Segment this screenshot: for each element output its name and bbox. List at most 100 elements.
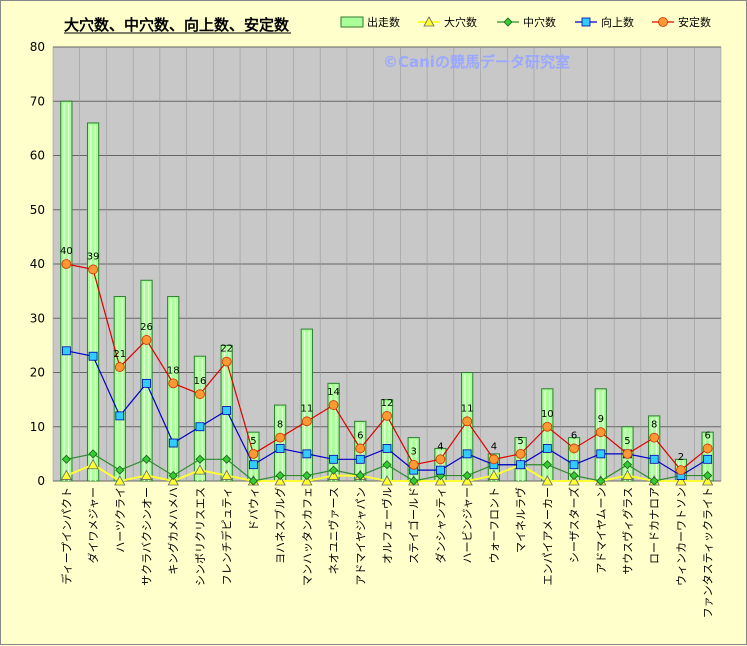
marker-triangle	[381, 475, 393, 486]
marker-square	[168, 438, 178, 448]
x-tick-label: ハービンジャー	[461, 487, 474, 563]
marker-triangle	[114, 475, 126, 486]
legend-item: 大穴数	[418, 15, 477, 29]
legend-label: 中穴数	[523, 15, 556, 29]
marker-triangle	[274, 475, 286, 486]
marker-diamond	[248, 476, 258, 486]
marker-square	[275, 444, 285, 453]
x-tick-label: サウスヴィグラス	[620, 487, 634, 575]
marker-diamond	[88, 449, 98, 459]
marker-circle	[658, 17, 668, 27]
bar	[113, 296, 126, 482]
marker-circle	[141, 335, 152, 345]
y-tick-label: 80	[30, 40, 45, 54]
y-tick-label: 30	[30, 311, 45, 325]
marker-triangle	[461, 475, 473, 486]
y-tick-label: 50	[30, 203, 45, 217]
x-tick-label: ディープインパクト	[59, 487, 73, 585]
marker-diamond	[596, 476, 606, 486]
marker-square	[436, 465, 445, 475]
data-label: 5	[624, 436, 630, 447]
marker-circle	[542, 421, 553, 432]
marker-diamond	[115, 465, 125, 475]
marker-square	[581, 17, 591, 27]
legend: 出走数 大穴数 中穴数 向上数 安定数	[340, 15, 711, 29]
data-label: 9	[598, 414, 604, 425]
marker-square	[222, 406, 232, 415]
data-label: 12	[381, 398, 394, 409]
legend-label: 大穴数	[444, 15, 477, 29]
marker-square	[329, 454, 338, 464]
grid	[52, 46, 722, 482]
marker-diamond	[328, 465, 339, 475]
x-tick-label: シンボリクリスエス	[194, 487, 207, 586]
marker-triangle	[221, 469, 233, 480]
marker-square	[649, 454, 659, 464]
marker-square	[248, 460, 258, 470]
marker-diamond	[503, 17, 513, 27]
marker-triangle	[488, 469, 500, 480]
marker-triangle	[423, 16, 435, 27]
marker-circle	[622, 448, 633, 459]
bar	[60, 100, 73, 482]
y-tick-label: 40	[30, 257, 45, 271]
marker-diamond	[569, 471, 579, 481]
marker-square	[302, 449, 312, 459]
marker-diamond	[61, 454, 71, 464]
marker-diamond	[542, 460, 552, 470]
marker-square	[516, 460, 525, 470]
y-tick-label: 10	[30, 420, 45, 434]
x-tick-label: マイネルラヴ	[514, 487, 528, 553]
x-tick-label: シーザスターズ	[567, 487, 581, 563]
data-label: 11	[461, 403, 474, 414]
legend-item: 向上数	[575, 15, 634, 29]
marker-square	[703, 454, 713, 464]
marker-circle	[355, 443, 366, 454]
marker-triangle	[701, 475, 714, 486]
marker-circle	[488, 454, 499, 465]
x-tick-label: フレンチデピュティ	[220, 487, 234, 585]
x-tick-label: ドバウィ	[247, 487, 260, 531]
data-label: 26	[140, 322, 153, 333]
bar	[167, 296, 180, 482]
marker-diamond	[622, 460, 633, 470]
marker-circle	[61, 259, 72, 269]
marker-diamond	[275, 471, 285, 481]
bar	[193, 355, 207, 482]
data-label: 11	[300, 403, 313, 414]
marker-triangle	[675, 475, 687, 486]
marker-diamond	[168, 471, 178, 481]
marker-square	[115, 411, 125, 421]
marker-square	[88, 351, 98, 361]
x-tick-label: ネオユニヴァース	[327, 487, 341, 574]
marker-circle	[88, 264, 98, 275]
marker-circle	[702, 443, 713, 454]
data-label: 10	[541, 409, 554, 420]
chart-title: 大穴数、中穴数、向上数、安定数	[64, 16, 290, 34]
x-tick-label: ウォーフロント	[488, 487, 501, 563]
legend-label: 安定数	[678, 15, 711, 29]
marker-diamond	[141, 454, 152, 464]
x-tick-label: ウィンカーワトソン	[675, 487, 688, 586]
data-label: 5	[517, 436, 523, 447]
marker-triangle	[167, 475, 179, 486]
bar-group	[113, 296, 126, 482]
x-tick-label: サクラバクシンオー	[141, 487, 154, 586]
marker-square	[382, 444, 392, 453]
x-tick-label: エンパイアメーカー	[541, 487, 554, 585]
marker-triangle	[194, 464, 206, 475]
bar	[86, 122, 100, 482]
legend-swatch	[340, 16, 364, 28]
legend-item: 出走数	[340, 15, 400, 29]
marker-circle	[168, 378, 179, 389]
marker-circle	[195, 389, 205, 400]
marker-square	[569, 460, 579, 470]
marker-triangle	[541, 475, 553, 486]
marker-diamond	[382, 460, 392, 470]
marker-diamond	[222, 454, 232, 464]
legend-label: 向上数	[601, 15, 634, 29]
marker-triangle	[621, 469, 634, 480]
y-tick-label: 0	[37, 474, 45, 488]
